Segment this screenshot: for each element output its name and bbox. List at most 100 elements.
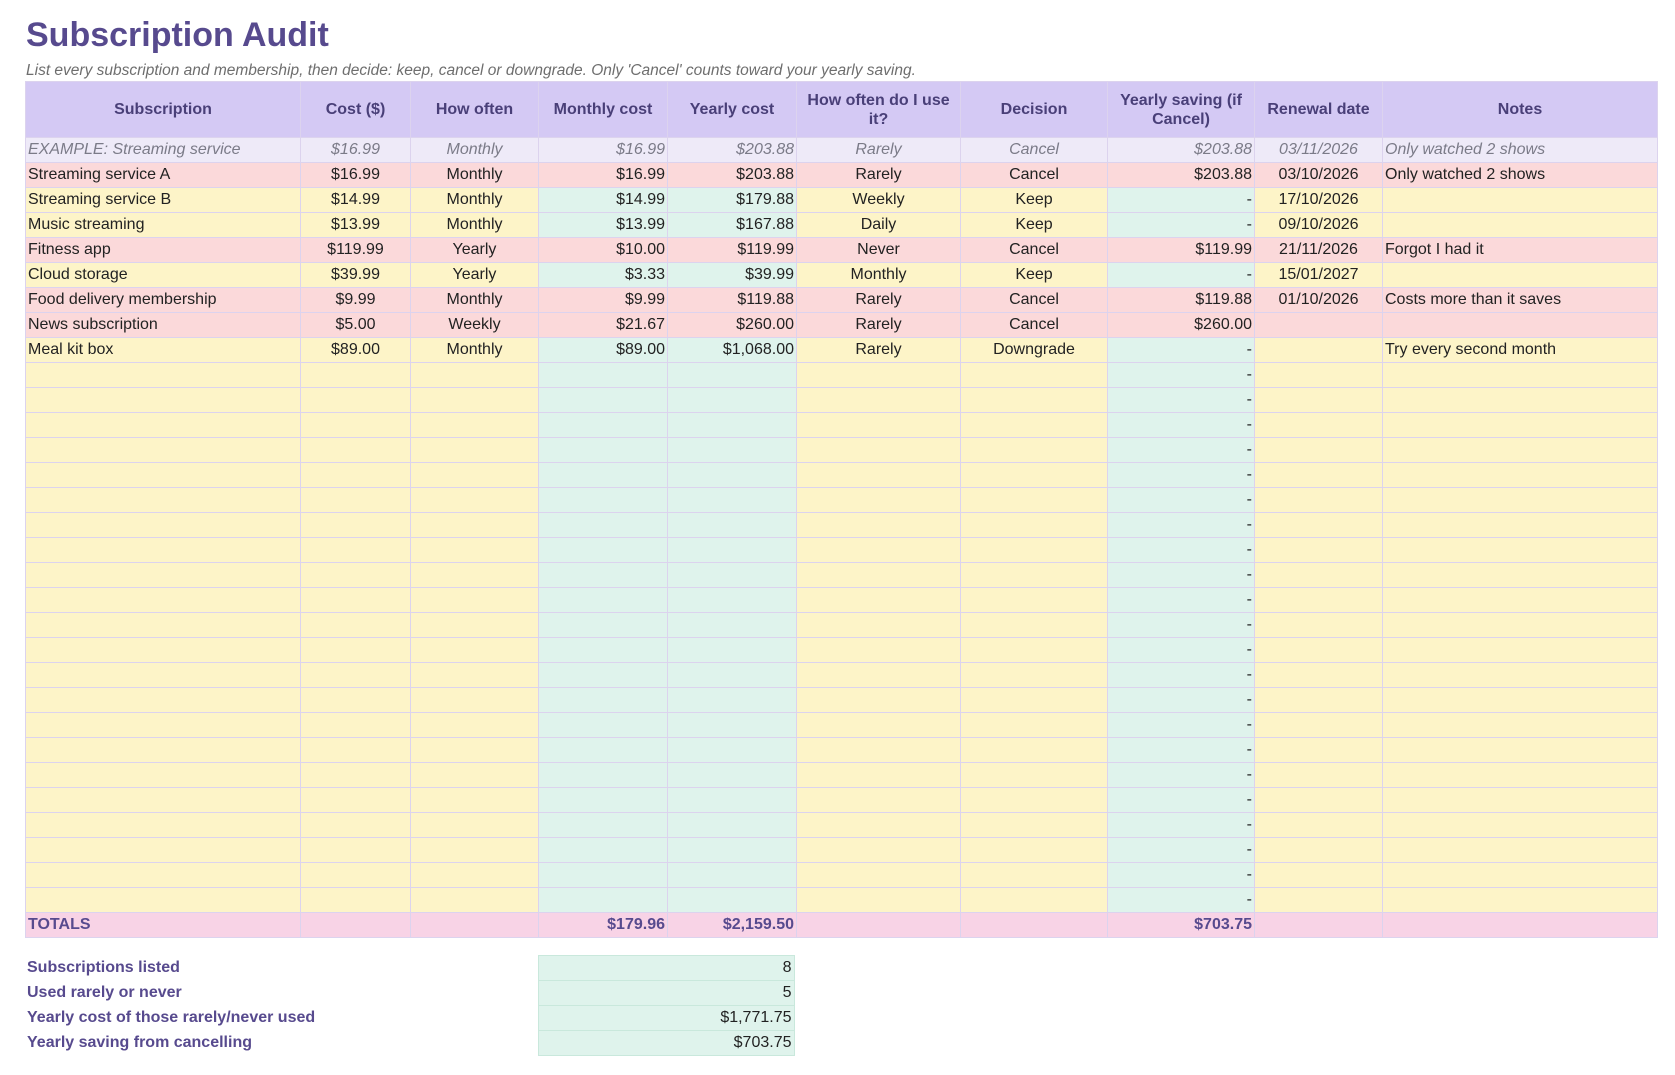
cell-monthly-cost[interactable] — [538, 662, 668, 688]
cell-yearly-cost[interactable] — [667, 662, 797, 688]
cell-monthly-cost[interactable] — [538, 362, 668, 388]
column-header-decision[interactable]: Decision — [960, 81, 1108, 138]
cell-how-often[interactable]: Monthly — [410, 162, 539, 188]
cell-notes[interactable] — [1382, 387, 1658, 413]
cell-yearly-cost[interactable]: $260.00 — [667, 312, 797, 338]
cell-subscription[interactable] — [25, 787, 301, 813]
cell-cost[interactable]: $119.99 — [300, 237, 411, 263]
cell-decision[interactable] — [960, 812, 1108, 838]
cell-usage[interactable] — [796, 437, 961, 463]
cell-how-often[interactable] — [410, 762, 539, 788]
cell-how-often[interactable] — [410, 687, 539, 713]
cell-yearly-cost[interactable]: $167.88 — [667, 212, 797, 238]
cell-notes[interactable]: Forgot I had it — [1382, 237, 1658, 263]
cell-notes[interactable] — [1382, 587, 1658, 613]
cell-monthly-cost[interactable]: $3.33 — [538, 262, 668, 288]
cell-monthly-cost[interactable] — [538, 637, 668, 663]
cell-renewal-date[interactable]: 21/11/2026 — [1254, 237, 1383, 263]
cell-renewal-date[interactable] — [1254, 587, 1383, 613]
cell-subscription[interactable]: Streaming service A — [25, 162, 301, 188]
cell-renewal-date[interactable]: 15/01/2027 — [1254, 262, 1383, 288]
cell-notes[interactable] — [1382, 712, 1658, 738]
cell-how-often[interactable] — [410, 537, 539, 563]
cell-renewal-date[interactable] — [1254, 712, 1383, 738]
cell-decision[interactable] — [960, 787, 1108, 813]
cell-how-often[interactable] — [410, 837, 539, 863]
cell-monthly-cost[interactable]: $89.00 — [538, 337, 668, 363]
cell-yearly-saving[interactable]: $119.99 — [1107, 237, 1255, 263]
cell-monthly-cost[interactable]: $16.99 — [538, 162, 668, 188]
summary-value[interactable]: $703.75 — [537, 1030, 795, 1056]
cell-cost[interactable] — [300, 812, 411, 838]
cell-yearly-saving[interactable]: - — [1107, 787, 1255, 813]
cell-subscription[interactable] — [25, 537, 301, 563]
cell-subscription[interactable] — [25, 362, 301, 388]
cell-usage[interactable]: Daily — [796, 212, 961, 238]
cell-monthly-cost[interactable] — [538, 462, 668, 488]
cell-yearly-saving[interactable]: - — [1107, 362, 1255, 388]
cell-yearly-saving[interactable]: - — [1107, 187, 1255, 213]
cell-monthly-cost[interactable] — [538, 787, 668, 813]
column-header-how-often[interactable]: How often — [410, 81, 539, 138]
cell-cost[interactable]: $16.99 — [300, 137, 411, 163]
cell-how-often[interactable] — [410, 412, 539, 438]
cell-notes[interactable]: Only watched 2 shows — [1382, 137, 1658, 163]
cell-yearly-saving[interactable]: - — [1107, 587, 1255, 613]
cell-cost[interactable]: $89.00 — [300, 337, 411, 363]
cell-yearly-cost[interactable] — [667, 687, 797, 713]
cell-yearly-cost[interactable]: $203.88 — [667, 162, 797, 188]
cell-yearly-saving[interactable]: - — [1107, 387, 1255, 413]
cell-yearly-cost[interactable] — [667, 837, 797, 863]
cell-usage[interactable] — [796, 637, 961, 663]
cell-monthly-cost[interactable] — [538, 862, 668, 888]
cell-decision[interactable] — [960, 762, 1108, 788]
cell-how-often[interactable] — [410, 637, 539, 663]
cell-renewal-date[interactable] — [1254, 412, 1383, 438]
cell-cost[interactable]: $5.00 — [300, 312, 411, 338]
cell-decision[interactable] — [960, 737, 1108, 763]
cell-decision[interactable] — [960, 462, 1108, 488]
cell-usage[interactable]: Rarely — [796, 162, 961, 188]
cell-notes[interactable] — [1382, 787, 1658, 813]
cell-yearly-cost[interactable] — [667, 762, 797, 788]
cell-yearly-saving[interactable]: - — [1107, 512, 1255, 538]
cell-cost[interactable] — [300, 637, 411, 663]
cell-notes[interactable] — [1382, 362, 1658, 388]
cell-notes[interactable] — [1382, 437, 1658, 463]
cell-usage[interactable] — [796, 787, 961, 813]
cell-how-often[interactable]: Yearly — [410, 262, 539, 288]
cell-subscription[interactable] — [25, 712, 301, 738]
cell-yearly-saving[interactable]: - — [1107, 262, 1255, 288]
cell-renewal-date[interactable] — [1254, 837, 1383, 863]
cell-subscription[interactable] — [25, 837, 301, 863]
cell-subscription[interactable] — [25, 762, 301, 788]
cell-notes[interactable] — [1382, 212, 1658, 238]
cell-yearly-cost[interactable] — [667, 412, 797, 438]
cell-usage[interactable]: Rarely — [796, 312, 961, 338]
cell-usage[interactable] — [796, 662, 961, 688]
cell-usage[interactable] — [796, 512, 961, 538]
cell-how-often[interactable] — [410, 562, 539, 588]
cell-subscription[interactable] — [25, 737, 301, 763]
cell-yearly-cost[interactable] — [667, 562, 797, 588]
cell-usage[interactable] — [796, 812, 961, 838]
cell-usage[interactable] — [796, 587, 961, 613]
cell-yearly-cost[interactable] — [667, 487, 797, 513]
cell-yearly-cost[interactable]: $39.99 — [667, 262, 797, 288]
cell-subscription[interactable] — [25, 412, 301, 438]
cell-subscription[interactable]: Cloud storage — [25, 262, 301, 288]
cell-yearly-cost[interactable] — [667, 812, 797, 838]
cell-monthly-cost[interactable] — [538, 712, 668, 738]
cell-yearly-cost[interactable] — [667, 512, 797, 538]
cell-yearly-cost[interactable] — [667, 537, 797, 563]
cell-monthly-cost[interactable]: $10.00 — [538, 237, 668, 263]
cell-renewal-date[interactable] — [1254, 337, 1383, 363]
cell-notes[interactable]: Only watched 2 shows — [1382, 162, 1658, 188]
cell-how-often[interactable]: Monthly — [410, 287, 539, 313]
cell-cost[interactable] — [300, 487, 411, 513]
cell-decision[interactable]: Cancel — [960, 137, 1108, 163]
cell-cost[interactable] — [300, 687, 411, 713]
cell-subscription[interactable] — [25, 862, 301, 888]
cell-renewal-date[interactable] — [1254, 737, 1383, 763]
cell-usage[interactable] — [796, 537, 961, 563]
